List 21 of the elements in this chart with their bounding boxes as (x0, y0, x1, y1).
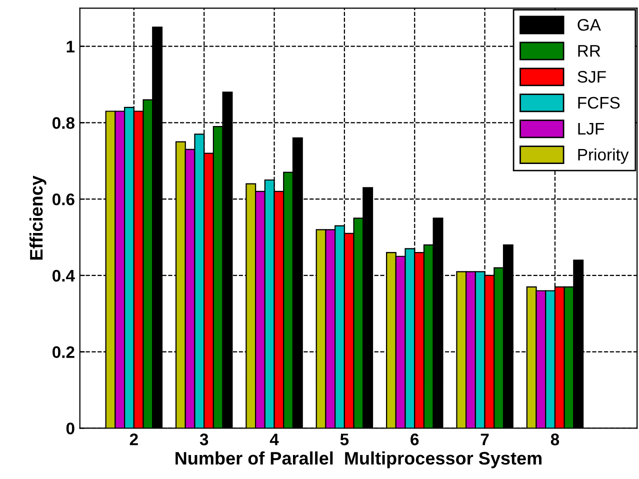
legend-label: SJF (578, 70, 606, 83)
y-tick-label: 0.8 (52, 117, 75, 129)
y-tick-label: 0.6 (52, 193, 74, 206)
x-tick-label: 2 (130, 434, 138, 446)
x-tick-label: 3 (200, 434, 208, 446)
legend-label: RR (578, 45, 600, 57)
y-tick-label: 0 (66, 422, 74, 434)
x-tick-label: 7 (480, 434, 489, 446)
y-tick-label: 0.4 (52, 270, 75, 282)
y-tick-label: 0.2 (52, 346, 74, 358)
x-tick-label: 5 (340, 434, 349, 446)
legend-label: FCFS (578, 96, 620, 109)
x-axis-title: Number of Parallel Multiprocessor System (176, 451, 542, 468)
legend-label: Priority (578, 148, 629, 164)
x-tick-label: 6 (410, 434, 419, 446)
y-axis-title: Efficiency (29, 176, 46, 260)
x-tick-label: 8 (550, 434, 560, 446)
legend-label: LJF (578, 123, 604, 135)
y-tick-label: 1 (66, 40, 75, 52)
legend-label: GA (578, 19, 601, 31)
x-tick-label: 4 (270, 434, 279, 446)
